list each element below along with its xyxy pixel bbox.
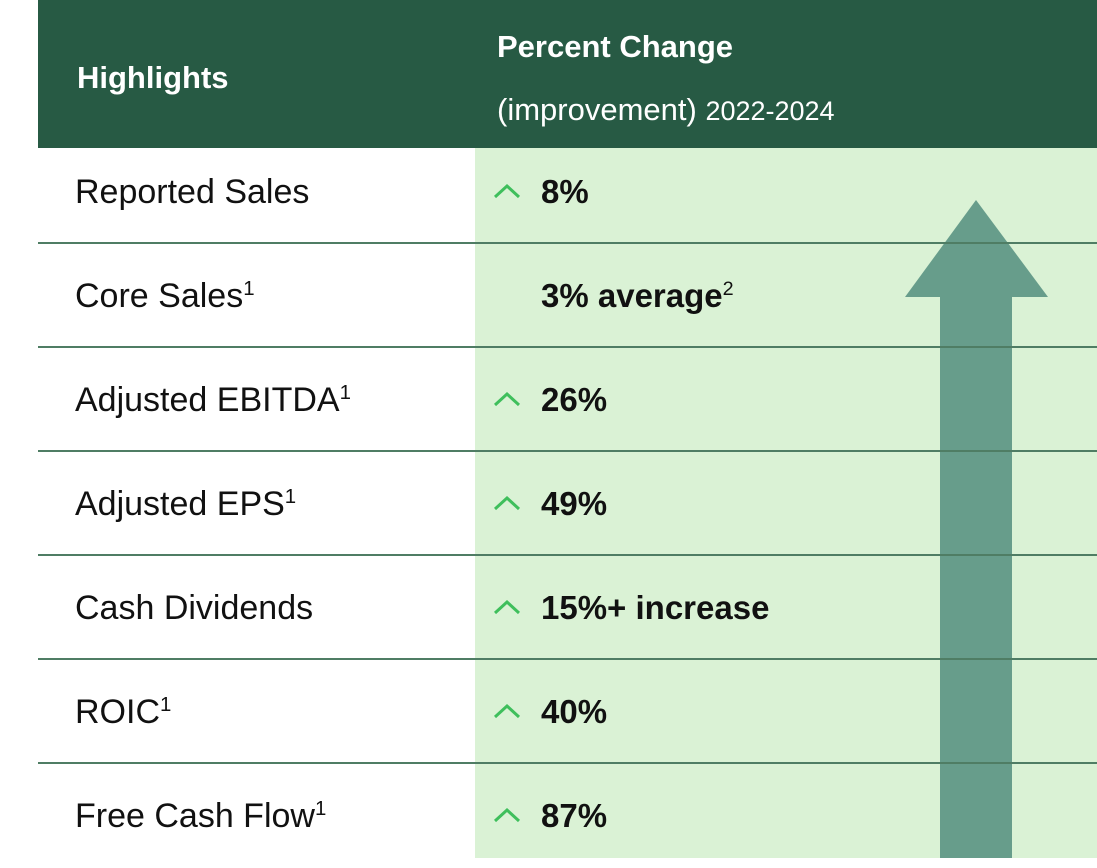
table-row: Cash Dividends 15%+ increase xyxy=(0,556,1097,660)
row-divider xyxy=(38,242,1097,244)
footnote-mark: 1 xyxy=(160,693,172,716)
row-value: 3% average2 xyxy=(541,244,734,348)
row-divider xyxy=(38,346,1097,348)
up-chevron xyxy=(493,807,521,823)
table-row: Free Cash Flow1 87% xyxy=(0,764,1097,868)
row-value: 15%+ increase xyxy=(541,556,769,660)
label-text: Adjusted EBITDA xyxy=(75,381,340,419)
row-label: Reported Sales xyxy=(75,140,309,244)
chevron-line xyxy=(493,807,521,823)
row-label: Cash Dividends xyxy=(75,556,313,660)
row-label: Free Cash Flow1 xyxy=(75,764,326,868)
row-value: 49% xyxy=(541,452,607,556)
label-text: Core Sales xyxy=(75,277,244,315)
row-label: Core Sales1 xyxy=(75,244,255,348)
value-text: 87% xyxy=(541,797,608,834)
value-text: 40% xyxy=(541,693,608,730)
row-label: Adjusted EPS1 xyxy=(75,452,296,556)
value-text: 49% xyxy=(541,485,608,522)
header-bar xyxy=(38,0,1097,148)
label-text: Reported Sales xyxy=(75,173,310,211)
footnote-mark: 1 xyxy=(314,797,327,820)
table-row: Adjusted EBITDA1 26% xyxy=(0,348,1097,452)
row-label: Adjusted EBITDA1 xyxy=(75,348,351,452)
table-row: Reported Sales 8% xyxy=(0,140,1097,244)
header-col2-sub: (improvement) 2022-2024 xyxy=(497,92,835,128)
row-value: 26% xyxy=(541,348,607,452)
arrow-head xyxy=(905,200,1048,297)
value-text: 8% xyxy=(541,173,589,210)
footnote-mark: 1 xyxy=(243,277,255,300)
header-sub: (improvement) xyxy=(497,92,697,127)
chevron-line xyxy=(493,495,521,511)
row-label: ROIC1 xyxy=(75,660,171,764)
arrow-shaft xyxy=(940,296,1012,858)
label-text: Adjusted EPS xyxy=(75,485,285,523)
header-col2-title: Percent Change xyxy=(497,29,734,64)
value-text: 15%+ increase xyxy=(541,589,770,626)
up-chevron xyxy=(493,391,521,407)
chevron-line xyxy=(493,391,521,407)
up-chevron xyxy=(493,495,521,511)
row-divider xyxy=(38,450,1097,452)
label-text: ROIC xyxy=(75,693,160,731)
footnote-mark: 1 xyxy=(339,381,351,404)
value-text: 26% xyxy=(541,381,608,418)
chevron-line xyxy=(493,183,521,199)
row-divider xyxy=(38,762,1097,764)
value-text: 3% average xyxy=(541,277,723,314)
footnote-mark: 1 xyxy=(284,485,297,508)
up-chevron xyxy=(493,703,521,719)
label-text: Free Cash Flow xyxy=(75,797,315,835)
row-divider xyxy=(38,658,1097,660)
table-row: Adjusted EPS1 49% xyxy=(0,452,1097,556)
chevron-line xyxy=(493,703,521,719)
up-chevron xyxy=(493,183,521,199)
up-chevron xyxy=(493,599,521,615)
row-value: 87% xyxy=(541,764,607,868)
table-row: Core Sales1 3% average2 xyxy=(0,244,1097,348)
header-col1: Highlights xyxy=(77,60,229,95)
row-value: 8% xyxy=(541,140,589,244)
header-years: 2022-2024 xyxy=(705,96,835,126)
row-value: 40% xyxy=(541,660,607,764)
table-row: ROIC1 40% xyxy=(0,660,1097,764)
footnote-mark: 2 xyxy=(722,278,734,301)
chevron-line xyxy=(493,599,521,615)
row-divider xyxy=(38,554,1097,556)
label-text: Cash Dividends xyxy=(75,589,314,627)
